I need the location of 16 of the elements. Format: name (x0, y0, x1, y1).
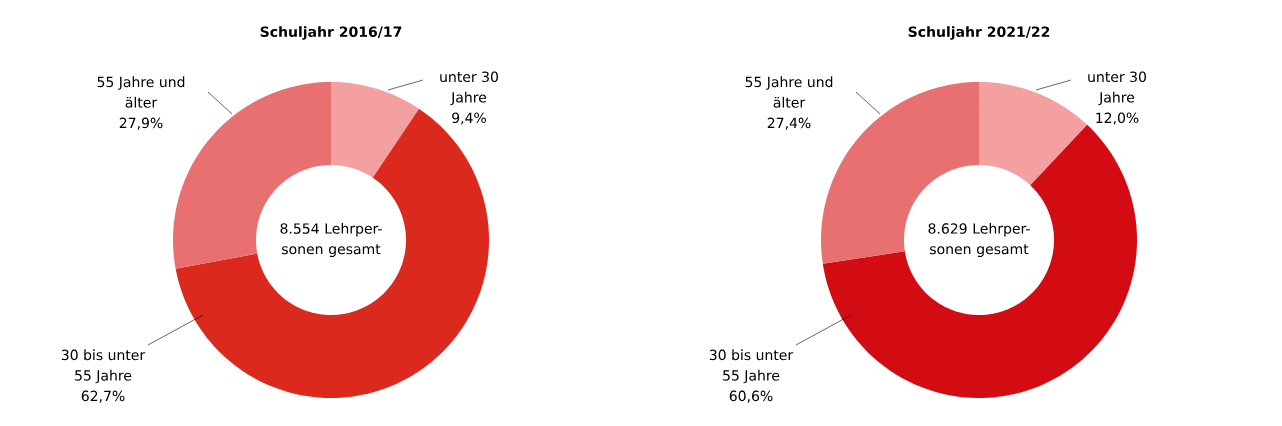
data-label: 27,4% (767, 117, 811, 130)
slice-label: 30 bis unter 55 Jahre (61, 349, 146, 384)
data-label: 12,0% (1096, 112, 1139, 125)
text: 8.629 Lehrper-sonen gesamt (928, 222, 1030, 258)
chart-title: Schuljahr 2016/17 (260, 26, 402, 40)
data-label: 60,6% (729, 390, 773, 403)
slice-label: unter 30 Jahre (1088, 71, 1146, 106)
chart-title: Schuljahr 2021/22 (908, 26, 1050, 40)
data-label: 9,4% (452, 112, 487, 125)
data-label: 62,7% (81, 390, 125, 403)
data-label: 27,9% (119, 117, 163, 130)
slice-label: 55 Jahre und älter (97, 76, 185, 108)
text: 8.554 Lehrper-sonen gesamt (280, 222, 382, 258)
slice-label: 55 Jahre und älter (745, 76, 833, 108)
slice-label: 30 bis unter 55 Jahre (709, 349, 794, 384)
slice-label: unter 30 Jahre (440, 71, 498, 106)
